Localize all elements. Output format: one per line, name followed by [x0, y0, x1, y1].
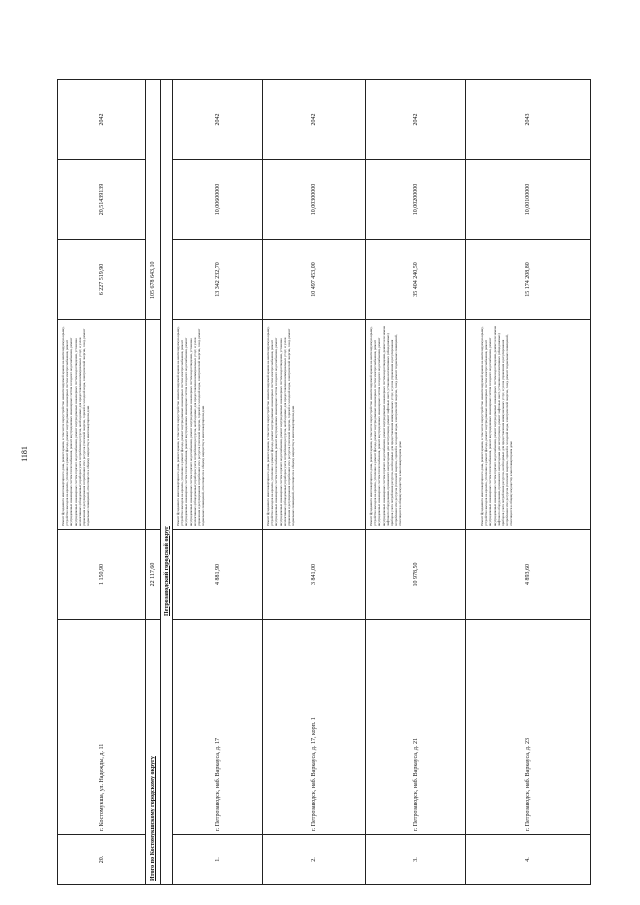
table-row: 20. г. Костомукша, ул. Надежды, д. 11 1 …: [57, 79, 146, 885]
table-row: 2. г. Петрозаводск, наб. Варкауса, д. 17…: [262, 79, 366, 885]
row-cost: 6 227 519,90: [57, 239, 146, 320]
row-cost: 35 404 240,50: [365, 239, 466, 320]
row-area: 3 841,00: [262, 529, 366, 620]
table-row: 3. г. Петрозаводск, наб. Варкауса, д. 21…: [365, 79, 466, 885]
row-address: г. Петрозаводск, наб. Варкауса, д. 17, к…: [262, 619, 366, 835]
row-works: Ремонт фундамента многоквартирного дома,…: [262, 319, 366, 530]
row-works: Ремонт фундамента многоквартирного дома,…: [365, 319, 466, 530]
table-row: 4. г. Петрозаводск, наб. Варкауса, д. 23…: [465, 79, 591, 885]
total-area: 22 117,60: [145, 529, 161, 620]
row-number: 1.: [172, 834, 263, 885]
row-cost: 15 174 208,80: [465, 239, 591, 320]
row-year: 2042: [57, 79, 146, 160]
row-area: 1 150,90: [57, 529, 146, 620]
row-address: г. Петрозаводск, наб. Варкауса, д. 21: [365, 619, 466, 835]
row-ratio: 20,51439139: [57, 159, 146, 240]
row-cost: 13 342 232,70: [172, 239, 263, 320]
row-works: Ремонт фундамента многоквартирного дома,…: [465, 319, 591, 530]
row-area: 4 881,90: [172, 529, 263, 620]
row-year: 2042: [262, 79, 366, 160]
table-row: 1. г. Петрозаводск, наб. Варкауса, д. 17…: [172, 79, 263, 885]
total-empty: [145, 319, 161, 530]
row-cost: 10 497 453,00: [262, 239, 366, 320]
row-number: 3.: [365, 834, 466, 885]
row-number: 2.: [262, 834, 366, 885]
row-year: 2043: [465, 79, 591, 160]
page-number: 1181: [20, 446, 29, 462]
total-row: Итого по Костомукшскому городскому округ…: [145, 79, 161, 885]
row-number: 20.: [57, 834, 146, 885]
row-address: г. Костомукша, ул. Надежды, д. 11: [57, 619, 146, 835]
total-cost: 105 678 643,10: [145, 79, 161, 320]
row-address: г. Петрозаводск, наб. Варкауса, д. 23: [465, 619, 591, 835]
row-ratio: 10,00200000: [365, 159, 466, 240]
row-ratio: 10,00100000: [465, 159, 591, 240]
capital-repair-table: 20. г. Костомукша, ул. Надежды, д. 11 1 …: [57, 79, 591, 885]
row-year: 2042: [172, 79, 263, 160]
district-row: Петрозаводский городской округ: [160, 79, 173, 885]
row-area: 4 893,60: [465, 529, 591, 620]
row-number: 4.: [465, 834, 591, 885]
row-works: Ремонт фундамента многоквартирного дома,…: [57, 319, 146, 530]
row-year: 2042: [365, 79, 466, 160]
row-ratio: 10,00600000: [172, 159, 263, 240]
row-address: г. Петрозаводск, наб. Варкауса, д. 17: [172, 619, 263, 835]
row-ratio: 10,00300000: [262, 159, 366, 240]
total-label: Итого по Костомукшскому городскому округ…: [145, 619, 161, 885]
district-heading: Петрозаводский городской округ: [160, 79, 173, 885]
row-works: Ремонт фундамента многоквартирного дома,…: [172, 319, 263, 530]
rotated-table-wrapper: 20. г. Костомукша, ул. Надежды, д. 11 1 …: [57, 79, 591, 885]
row-area: 10 978,50: [365, 529, 466, 620]
